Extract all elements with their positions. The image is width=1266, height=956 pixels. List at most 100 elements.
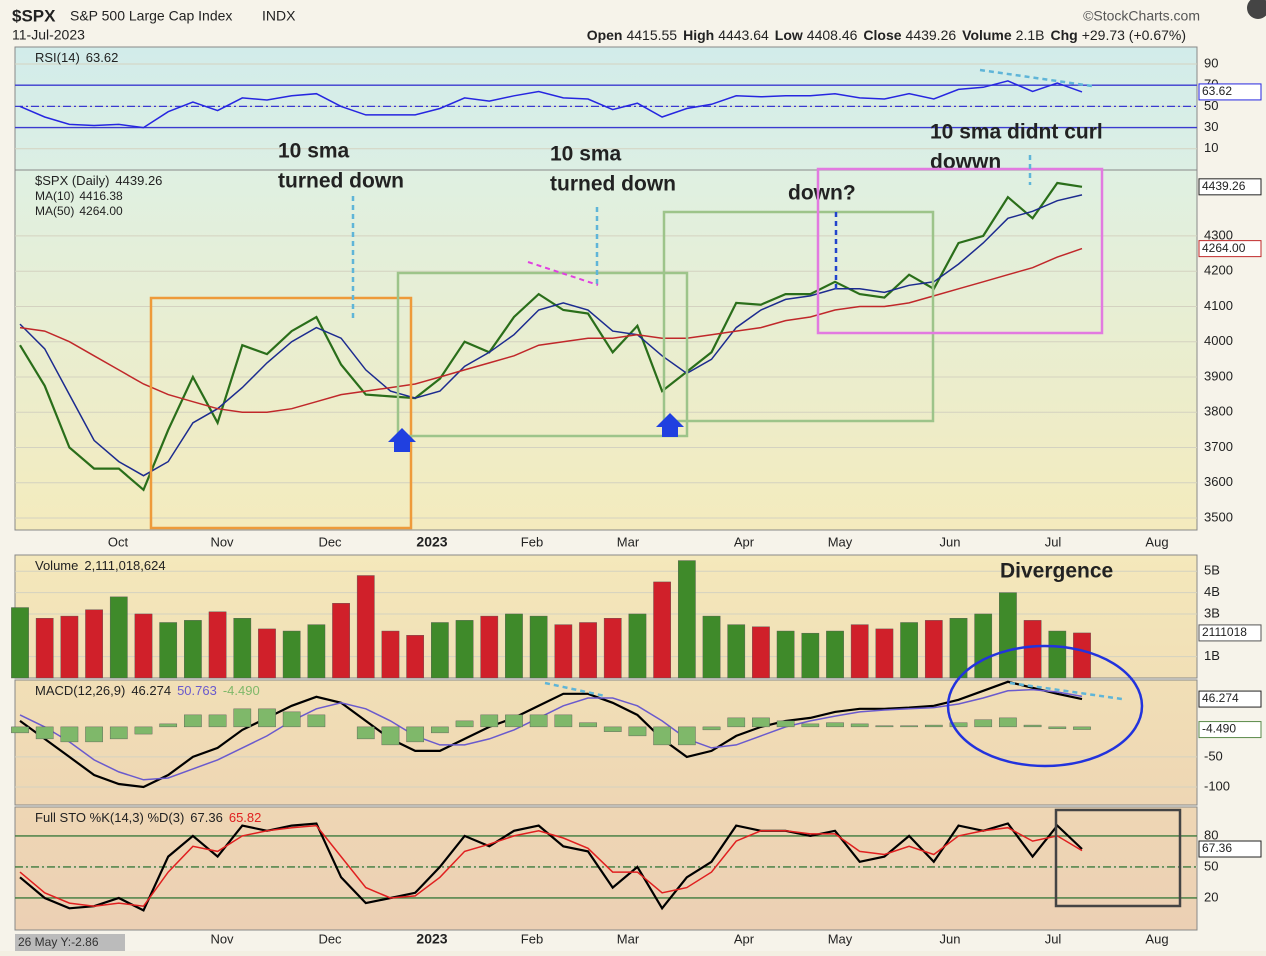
x-tick-label: Dec <box>318 534 342 549</box>
annotation: 10 sma didnt curl <box>930 121 1103 144</box>
close-button[interactable] <box>1247 0 1266 19</box>
x-tick-label: Jul <box>1045 931 1062 946</box>
y-tick-label: 1B <box>1204 648 1220 663</box>
arrow <box>979 68 1093 88</box>
volume-bar <box>628 613 647 679</box>
volume-bar <box>1073 632 1091 679</box>
line <box>19 181 1083 492</box>
value-box: -4.490 <box>1198 721 1262 739</box>
value-box-bg <box>1198 178 1262 196</box>
histogram-bar <box>431 726 449 734</box>
y-tick-label: 90 <box>1204 55 1218 70</box>
volume-bar <box>924 620 943 679</box>
volume-bar <box>900 622 918 679</box>
y-tick-label: 20 <box>1204 889 1218 904</box>
x-tick-label: Jun <box>940 534 961 549</box>
status-box <box>15 934 125 951</box>
volume-bar <box>677 560 696 679</box>
legend-name: MA(50) <box>35 204 74 218</box>
value-box-label: 67.36 <box>1202 841 1232 855</box>
field-value: 4415.55 <box>626 27 677 43</box>
volume-bar <box>258 628 276 679</box>
volume-bar <box>134 613 153 679</box>
legend: MA(10) 4416.38 <box>35 189 123 203</box>
histogram-bar <box>159 723 178 728</box>
x-tick-label: 2023 <box>416 534 447 550</box>
y-tick-label: 30 <box>1204 119 1218 134</box>
legend-name: MA(10) <box>35 189 74 203</box>
date: 11-Jul-2023 <box>12 27 85 43</box>
volume-bar <box>702 615 721 679</box>
volume-bar <box>949 618 968 679</box>
line <box>19 194 1083 477</box>
volume-bar <box>356 575 375 679</box>
value-box-bg <box>1198 83 1262 101</box>
volume-bar <box>109 596 128 679</box>
x-tick-label: Aug <box>1145 931 1168 946</box>
box <box>396 271 689 438</box>
histogram-bar <box>653 726 671 746</box>
histogram-bar <box>677 726 696 746</box>
volume-bar <box>60 615 79 679</box>
volume-bar <box>776 630 795 679</box>
symbol: $SPX <box>12 6 56 25</box>
y-tick-label: 3500 <box>1204 509 1233 524</box>
legend-title: MACD(12,26,9) <box>35 683 125 698</box>
histogram-bar <box>1023 724 1042 728</box>
x-tick-label: Apr <box>734 931 755 946</box>
histogram-bar <box>505 714 523 728</box>
histogram-bar <box>924 724 943 728</box>
x-tick-label: Dec <box>318 931 342 946</box>
annotation: turned down <box>550 173 676 196</box>
y-tick-label: 5B <box>1204 563 1220 578</box>
y-tick-label: 4300 <box>1204 227 1233 242</box>
histogram-bar <box>455 720 474 728</box>
arrow <box>544 681 606 698</box>
value-box: 46.274 <box>1198 690 1262 708</box>
histogram-bar <box>628 726 647 737</box>
value-box-bg <box>1198 240 1262 258</box>
legend: MA(50) 4264.00 <box>35 204 123 218</box>
y-tick-label: -100 <box>1204 778 1230 793</box>
histogram-bar <box>554 714 573 728</box>
x-tick-label: Jun <box>940 931 961 946</box>
field-label: High <box>683 27 714 43</box>
histogram-bar <box>307 714 326 728</box>
annotation: Divergence <box>1000 560 1113 583</box>
histogram-bar <box>208 714 227 728</box>
histogram-bar <box>752 717 770 728</box>
value-box: 4264.00 <box>1198 240 1262 258</box>
histogram-bar <box>233 708 252 728</box>
legend: RSI(14) 63.62 <box>35 50 118 65</box>
x-tick-label: Aug <box>1145 534 1168 549</box>
y-tick-label: 4000 <box>1204 333 1233 348</box>
field-value: 2.1B <box>1016 27 1045 43</box>
field-value: 4408.46 <box>807 27 858 43</box>
legend-value: 4416.38 <box>79 189 123 203</box>
field-label: Low <box>775 27 803 43</box>
x-tick-label: Oct <box>108 534 129 549</box>
value-box-bg <box>1198 721 1262 739</box>
legend-value: 4439.26 <box>115 173 162 188</box>
panel <box>14 806 1198 931</box>
legend-title: Full STO %K(14,3) %D(3) <box>35 810 184 825</box>
legend: Full STO %K(14,3) %D(3) 67.36 65.82 <box>35 810 261 825</box>
y-tick-label: -50 <box>1204 748 1223 763</box>
line <box>19 688 1083 781</box>
y-tick-label: 4B <box>1204 584 1220 599</box>
value-box: 4439.26 <box>1198 178 1262 196</box>
volume-bar <box>208 611 227 679</box>
arrow <box>527 261 599 286</box>
volume-bar <box>579 622 597 679</box>
value-box-label: 2111018 <box>1202 625 1247 639</box>
legend: MACD(12,26,9) 46.274 50.763 -4.490 <box>35 683 260 698</box>
ellipse <box>946 644 1144 768</box>
value-box: 63.62 <box>1198 83 1262 101</box>
volume-bar <box>554 624 573 679</box>
histogram-bar <box>85 726 103 743</box>
legend-value: -4.490 <box>223 683 260 698</box>
y-tick-label: 50 <box>1204 858 1218 873</box>
volume-bar <box>999 592 1017 679</box>
arrow <box>1009 681 1123 701</box>
